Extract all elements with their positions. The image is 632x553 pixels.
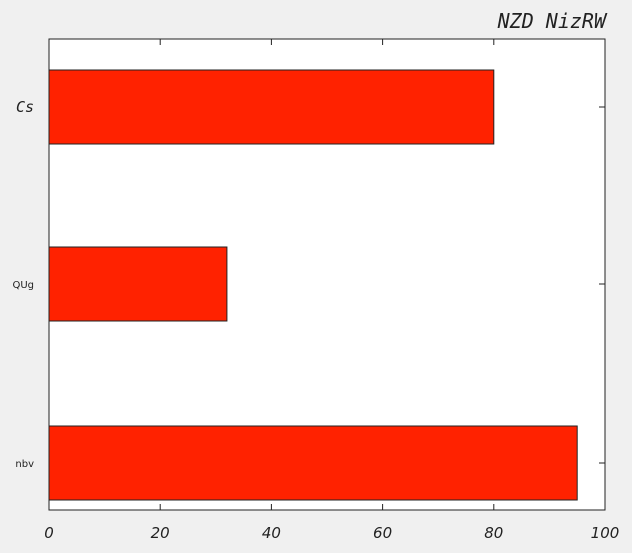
x-tick-label: 40 bbox=[262, 524, 281, 542]
x-tick-label: 80 bbox=[484, 524, 503, 542]
bars bbox=[48, 69, 578, 501]
x-tick-label: 60 bbox=[373, 524, 392, 542]
chart-title: NZD NizRW bbox=[497, 9, 608, 33]
bar-QUg bbox=[48, 246, 228, 322]
x-tick-label: 100 bbox=[591, 524, 620, 542]
y-tick-label: nbv bbox=[15, 459, 34, 470]
x-axis: 0 20 40 60 80 100 bbox=[44, 39, 619, 542]
x-tick-label: 20 bbox=[151, 524, 170, 542]
y-tick-label: Cs bbox=[16, 98, 34, 116]
bar-Cs bbox=[48, 69, 495, 145]
x-tick-label: 0 bbox=[44, 524, 54, 542]
y-tick-label: QUg bbox=[12, 280, 34, 291]
bar-nbv bbox=[48, 425, 578, 501]
